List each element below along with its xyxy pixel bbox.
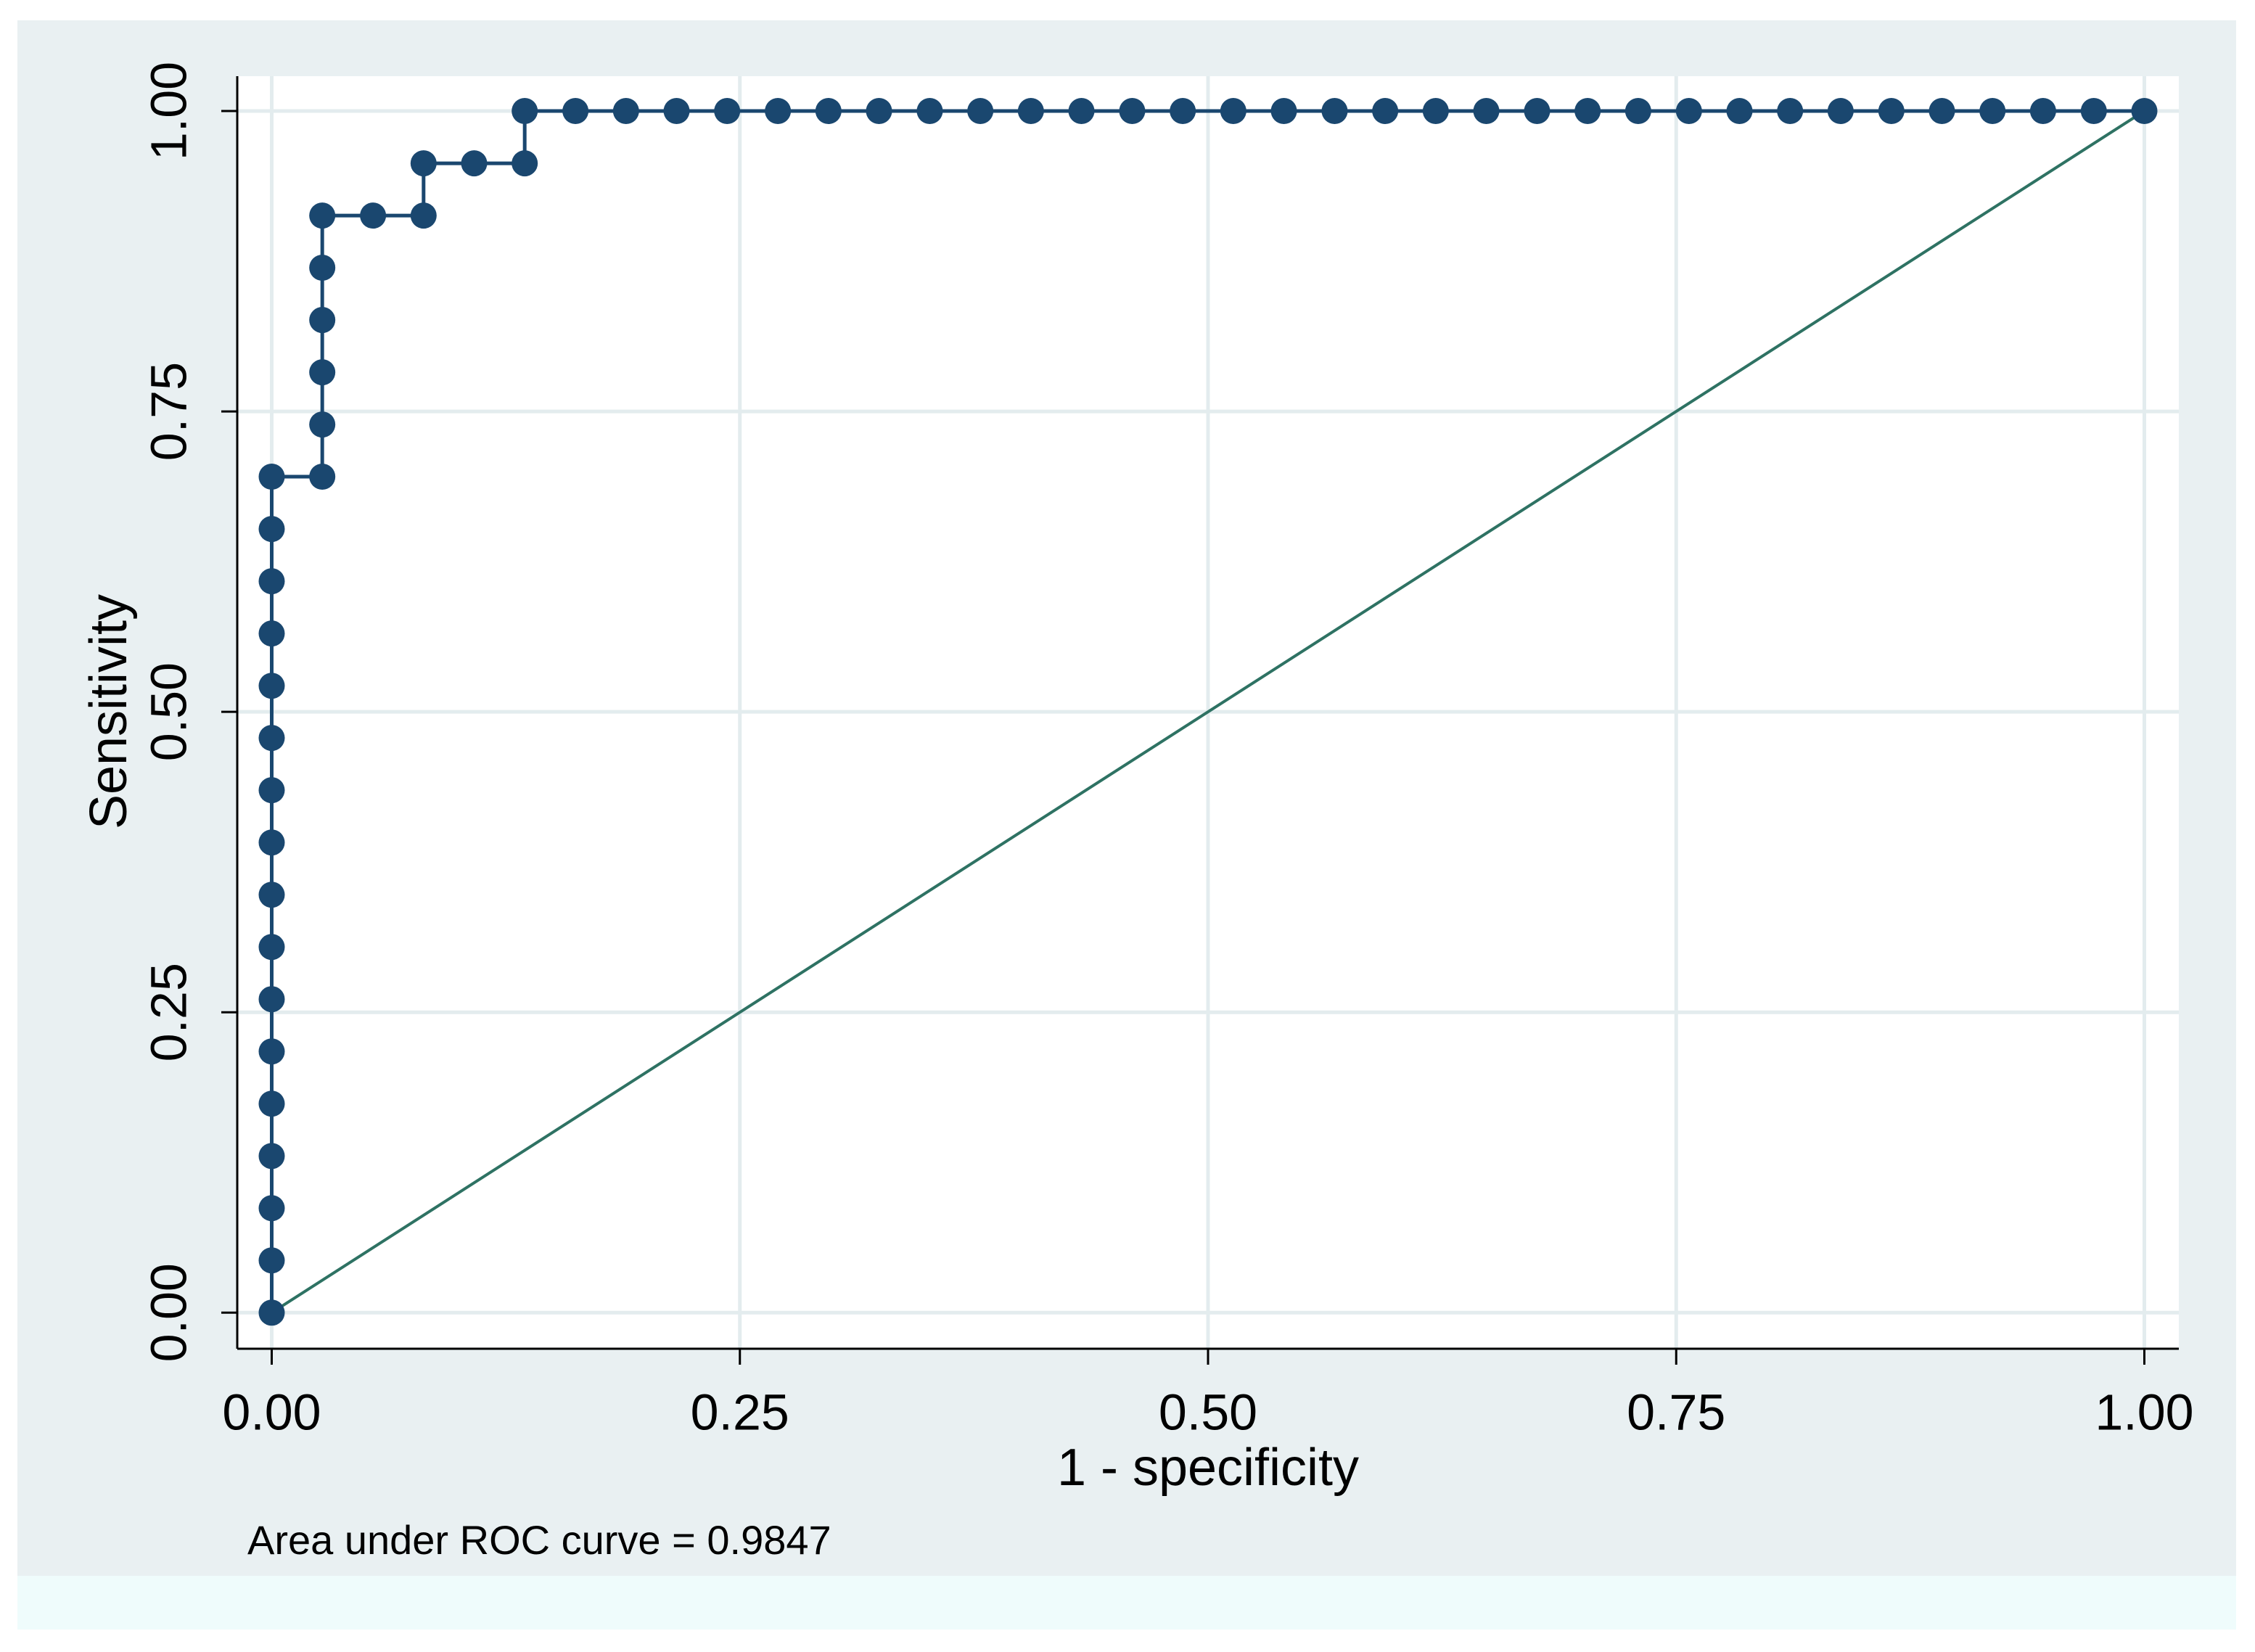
x-tick-label: 0.50	[1159, 1384, 1257, 1440]
marker	[258, 882, 285, 908]
marker	[2029, 98, 2056, 125]
roc-line	[271, 110, 2145, 1314]
marker	[512, 98, 538, 125]
marker	[1827, 98, 1854, 125]
marker	[916, 98, 943, 125]
marker	[309, 307, 336, 334]
marker	[612, 98, 639, 125]
marker	[258, 1299, 285, 1326]
note: Area under ROC curve = 0.9847	[247, 1517, 831, 1563]
marker	[258, 829, 285, 856]
marker	[1473, 98, 1500, 125]
marker	[1574, 98, 1601, 125]
x-tick-label: 0.25	[691, 1384, 789, 1440]
marker	[258, 1038, 285, 1065]
marker	[663, 98, 690, 125]
marker	[714, 98, 741, 125]
marker	[1372, 98, 1399, 125]
marker	[562, 98, 589, 125]
marker	[360, 202, 387, 229]
marker	[1220, 98, 1246, 125]
marker	[1321, 98, 1348, 125]
marker	[1624, 98, 1651, 125]
marker	[1675, 98, 1702, 125]
marker	[1979, 98, 2006, 125]
marker	[309, 359, 336, 386]
marker	[258, 516, 285, 543]
marker	[258, 1195, 285, 1222]
marker	[309, 464, 336, 490]
marker	[410, 202, 437, 229]
marker	[765, 98, 792, 125]
x-tick-label: 1.00	[2095, 1384, 2193, 1440]
x-tick-label: 0.00	[222, 1384, 321, 1440]
marker	[258, 1143, 285, 1170]
y-tick-label: 0.50	[140, 662, 197, 761]
marker	[258, 620, 285, 647]
marker	[258, 568, 285, 595]
marker	[309, 411, 336, 438]
y-tick-label: 0.75	[140, 362, 197, 461]
marker	[258, 464, 285, 490]
x-axis-title: 1 - specificity	[1057, 1439, 1359, 1497]
marker	[967, 98, 994, 125]
marker	[512, 150, 538, 177]
marker	[1270, 98, 1297, 125]
marker	[258, 1247, 285, 1274]
marker	[1068, 98, 1095, 125]
marker	[1119, 98, 1146, 125]
marker	[1422, 98, 1449, 125]
marker	[1726, 98, 1753, 125]
y-axis-title: Sensitivity	[80, 594, 138, 829]
marker	[410, 150, 437, 177]
marker	[309, 202, 336, 229]
y-tick-label: 0.00	[140, 1263, 197, 1362]
marker	[258, 1090, 285, 1117]
marker	[461, 150, 488, 177]
marker	[1878, 98, 1905, 125]
marker	[258, 986, 285, 1013]
marker	[815, 98, 842, 125]
marker	[1170, 98, 1196, 125]
marker	[1777, 98, 1804, 125]
marker	[866, 98, 892, 125]
marker	[258, 725, 285, 752]
marker	[258, 673, 285, 699]
x-tick-label: 0.75	[1627, 1384, 1725, 1440]
marker	[1929, 98, 1955, 125]
marker	[1017, 98, 1044, 125]
marker	[1524, 98, 1550, 125]
marker	[258, 934, 285, 961]
marker	[2080, 98, 2107, 125]
marker	[258, 777, 285, 804]
y-tick-label: 1.00	[140, 62, 197, 160]
y-tick-label: 0.25	[140, 963, 197, 1061]
marker	[2131, 98, 2158, 125]
marker	[309, 255, 336, 282]
graph-footer-band	[17, 1576, 2236, 1630]
